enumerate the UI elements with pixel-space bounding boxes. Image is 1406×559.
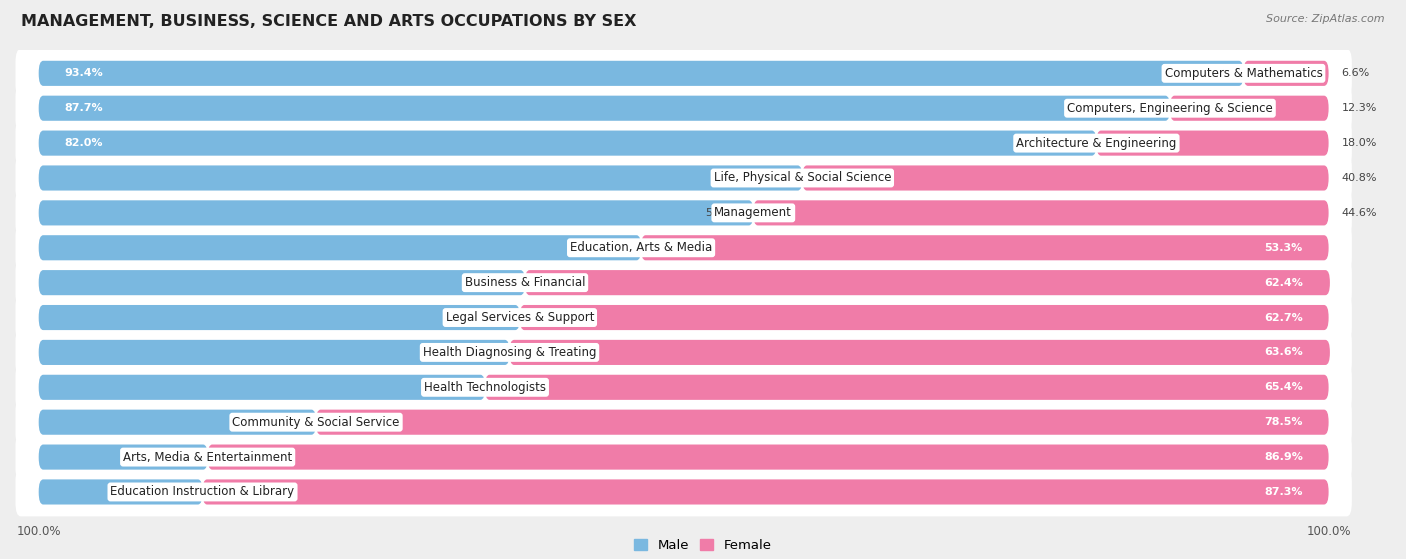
Text: Management: Management	[714, 206, 792, 219]
Text: Education, Arts & Media: Education, Arts & Media	[569, 241, 713, 254]
FancyBboxPatch shape	[39, 340, 509, 365]
FancyBboxPatch shape	[316, 410, 1329, 435]
Text: 37.3%: 37.3%	[471, 312, 508, 323]
FancyBboxPatch shape	[15, 328, 1351, 377]
FancyBboxPatch shape	[15, 433, 1351, 481]
FancyBboxPatch shape	[39, 305, 520, 330]
FancyBboxPatch shape	[39, 410, 316, 435]
Text: 87.3%: 87.3%	[1264, 487, 1303, 497]
FancyBboxPatch shape	[485, 375, 1329, 400]
FancyBboxPatch shape	[1097, 131, 1329, 155]
Text: Computers, Engineering & Science: Computers, Engineering & Science	[1067, 102, 1272, 115]
FancyBboxPatch shape	[15, 188, 1351, 238]
Text: 78.5%: 78.5%	[1264, 417, 1303, 427]
Text: Source: ZipAtlas.com: Source: ZipAtlas.com	[1267, 14, 1385, 24]
Text: 21.5%: 21.5%	[267, 417, 304, 427]
FancyBboxPatch shape	[15, 293, 1351, 342]
Text: Education Instruction & Library: Education Instruction & Library	[111, 485, 295, 499]
Text: Architecture & Engineering: Architecture & Engineering	[1017, 136, 1177, 150]
Text: 63.6%: 63.6%	[1264, 348, 1303, 357]
FancyBboxPatch shape	[803, 165, 1329, 191]
FancyBboxPatch shape	[1243, 61, 1329, 86]
FancyBboxPatch shape	[39, 444, 208, 470]
Text: Health Technologists: Health Technologists	[425, 381, 546, 394]
Text: 59.2%: 59.2%	[754, 173, 789, 183]
Text: Community & Social Service: Community & Social Service	[232, 416, 399, 429]
FancyBboxPatch shape	[39, 200, 754, 225]
FancyBboxPatch shape	[15, 467, 1351, 517]
FancyBboxPatch shape	[15, 154, 1351, 202]
Text: 62.4%: 62.4%	[1264, 278, 1303, 288]
Text: 65.4%: 65.4%	[1264, 382, 1303, 392]
Text: 87.7%: 87.7%	[65, 103, 103, 113]
FancyBboxPatch shape	[15, 84, 1351, 132]
FancyBboxPatch shape	[202, 480, 1329, 505]
FancyBboxPatch shape	[1170, 96, 1329, 121]
Text: MANAGEMENT, BUSINESS, SCIENCE AND ARTS OCCUPATIONS BY SEX: MANAGEMENT, BUSINESS, SCIENCE AND ARTS O…	[21, 14, 637, 29]
Text: 82.0%: 82.0%	[65, 138, 103, 148]
FancyBboxPatch shape	[754, 200, 1329, 225]
FancyBboxPatch shape	[39, 96, 1170, 121]
Text: 18.0%: 18.0%	[1341, 138, 1376, 148]
FancyBboxPatch shape	[39, 61, 1243, 86]
Text: 13.1%: 13.1%	[159, 452, 195, 462]
FancyBboxPatch shape	[208, 444, 1329, 470]
FancyBboxPatch shape	[39, 375, 485, 400]
FancyBboxPatch shape	[509, 340, 1330, 365]
FancyBboxPatch shape	[39, 235, 641, 260]
Text: 40.8%: 40.8%	[1341, 173, 1376, 183]
Text: Legal Services & Support: Legal Services & Support	[446, 311, 595, 324]
Text: 36.5%: 36.5%	[461, 348, 496, 357]
FancyBboxPatch shape	[524, 270, 1330, 295]
FancyBboxPatch shape	[15, 398, 1351, 447]
Text: 34.6%: 34.6%	[437, 382, 472, 392]
FancyBboxPatch shape	[15, 119, 1351, 168]
Text: 86.9%: 86.9%	[1264, 452, 1303, 462]
Text: 6.6%: 6.6%	[1341, 68, 1369, 78]
Text: 37.7%: 37.7%	[477, 278, 512, 288]
Text: Arts, Media & Entertainment: Arts, Media & Entertainment	[124, 451, 292, 463]
Text: 12.7%: 12.7%	[155, 487, 190, 497]
FancyBboxPatch shape	[15, 363, 1351, 412]
Text: 55.4%: 55.4%	[704, 208, 741, 218]
FancyBboxPatch shape	[15, 258, 1351, 307]
Legend: Male, Female: Male, Female	[634, 539, 772, 552]
Text: Computers & Mathematics: Computers & Mathematics	[1164, 67, 1323, 80]
Text: 12.3%: 12.3%	[1341, 103, 1376, 113]
FancyBboxPatch shape	[39, 165, 803, 191]
Text: 46.7%: 46.7%	[593, 243, 628, 253]
Text: Life, Physical & Social Science: Life, Physical & Social Science	[714, 172, 891, 184]
FancyBboxPatch shape	[15, 49, 1351, 98]
FancyBboxPatch shape	[39, 270, 524, 295]
FancyBboxPatch shape	[15, 224, 1351, 272]
Text: Health Diagnosing & Treating: Health Diagnosing & Treating	[423, 346, 596, 359]
FancyBboxPatch shape	[39, 131, 1097, 155]
Text: 62.7%: 62.7%	[1264, 312, 1303, 323]
Text: 93.4%: 93.4%	[65, 68, 103, 78]
Text: Business & Financial: Business & Financial	[465, 276, 585, 289]
Text: 44.6%: 44.6%	[1341, 208, 1376, 218]
FancyBboxPatch shape	[39, 480, 202, 505]
Text: 53.3%: 53.3%	[1264, 243, 1303, 253]
FancyBboxPatch shape	[641, 235, 1329, 260]
FancyBboxPatch shape	[520, 305, 1329, 330]
